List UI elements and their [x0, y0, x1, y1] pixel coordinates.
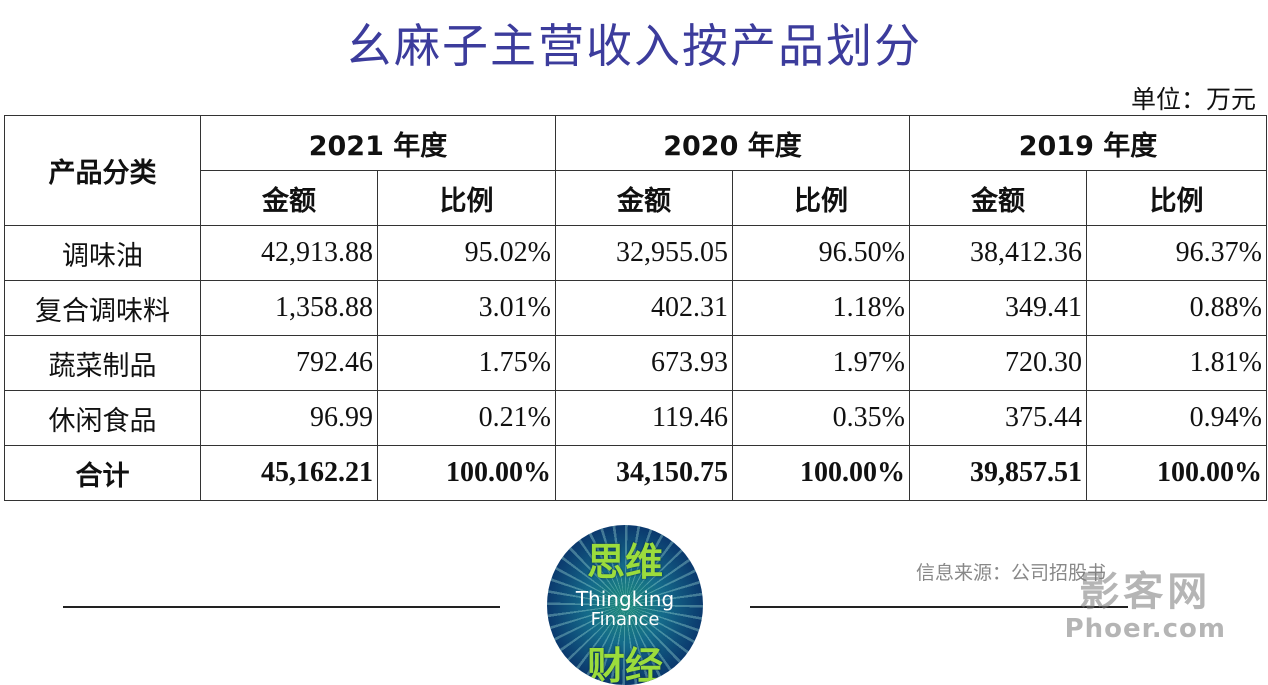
table-row: 复合调味料 1,358.88 3.01% 402.31 1.18% 349.41…	[4, 280, 1267, 336]
total-amount-cell: 39,857.51	[909, 445, 1087, 501]
total-row: 合计 45,162.21 100.00% 34,150.75 100.00% 3…	[4, 445, 1267, 501]
total-ratio-cell: 100.00%	[377, 445, 556, 501]
watermark-line1: 影客网	[1079, 569, 1212, 615]
ratio-cell: 1.18%	[732, 280, 910, 336]
ratio-cell: 0.35%	[732, 390, 910, 446]
ratio-cell: 96.50%	[732, 225, 910, 281]
total-amount-cell: 45,162.21	[200, 445, 378, 501]
amount-cell: 720.30	[909, 335, 1087, 391]
ratio-cell: 0.21%	[377, 390, 556, 446]
total-amount-cell: 34,150.75	[555, 445, 733, 501]
ratio-cell: 1.97%	[732, 335, 910, 391]
ratio-cell: 95.02%	[377, 225, 556, 281]
unit-label: 单位：万元	[1130, 85, 1256, 114]
amount-header: 金额	[200, 170, 378, 226]
year-header-2021: 2021 年度	[200, 115, 556, 171]
total-label: 合计	[4, 445, 201, 501]
year-value: 2020	[663, 130, 739, 162]
ratio-cell: 0.88%	[1086, 280, 1267, 336]
amount-cell: 375.44	[909, 390, 1087, 446]
thinking-finance-logo: 思维 Thingking Finance 财经	[547, 525, 703, 685]
year-header-2019: 2019 年度	[909, 115, 1267, 171]
table-row: 休闲食品 96.99 0.21% 119.46 0.35% 375.44 0.9…	[4, 390, 1267, 446]
ratio-cell: 1.75%	[377, 335, 556, 391]
category-header: 产品分类	[4, 115, 201, 226]
year-suffix: 年度	[393, 130, 448, 162]
year-value: 2021	[308, 130, 384, 162]
ratio-header: 比例	[732, 170, 910, 226]
amount-cell: 42,913.88	[200, 225, 378, 281]
amount-header: 金额	[555, 170, 733, 226]
amount-cell: 119.46	[555, 390, 733, 446]
category-cell: 调味油	[4, 225, 201, 281]
logo-text-en2: Finance	[590, 609, 660, 630]
ratio-header: 比例	[377, 170, 556, 226]
watermark: 影客网 Phoer.com	[1065, 570, 1226, 644]
watermark-line2: Phoer.com	[1064, 614, 1226, 644]
logo-rays	[547, 525, 703, 685]
logo-text-top: 思维	[586, 540, 663, 584]
total-ratio-cell: 100.00%	[1086, 445, 1267, 501]
year-suffix: 年度	[1103, 130, 1158, 162]
category-cell: 休闲食品	[4, 390, 201, 446]
amount-cell: 673.93	[555, 335, 733, 391]
amount-cell: 1,358.88	[200, 280, 378, 336]
amount-cell: 792.46	[200, 335, 378, 391]
amount-cell: 349.41	[909, 280, 1087, 336]
footer-divider-right	[750, 606, 1128, 608]
revenue-table: 产品分类 2021 年度 2020 年度 2019 年度 金额 比例 金额 比例…	[4, 115, 1267, 501]
logo-text-bottom: 财经	[586, 644, 663, 685]
ratio-cell: 0.94%	[1086, 390, 1267, 446]
category-cell: 蔬菜制品	[4, 335, 201, 391]
footer-divider-left	[63, 606, 500, 608]
page-title: 幺麻子主营收入按产品划分	[346, 19, 922, 73]
table-row: 蔬菜制品 792.46 1.75% 673.93 1.97% 720.30 1.…	[4, 335, 1267, 391]
ratio-cell: 96.37%	[1086, 225, 1267, 281]
total-ratio-cell: 100.00%	[732, 445, 910, 501]
year-header-2020: 2020 年度	[555, 115, 910, 171]
year-suffix: 年度	[747, 130, 802, 162]
year-header-row: 产品分类 2021 年度 2020 年度 2019 年度	[4, 115, 1267, 226]
amount-cell: 402.31	[555, 280, 733, 336]
ratio-header: 比例	[1086, 170, 1267, 226]
ratio-cell: 1.81%	[1086, 335, 1267, 391]
table-row: 调味油 42,913.88 95.02% 32,955.05 96.50% 38…	[4, 225, 1267, 281]
category-cell: 复合调味料	[4, 280, 201, 336]
amount-cell: 96.99	[200, 390, 378, 446]
amount-header: 金额	[909, 170, 1087, 226]
amount-cell: 32,955.05	[555, 225, 733, 281]
amount-cell: 38,412.36	[909, 225, 1087, 281]
year-value: 2019	[1018, 130, 1094, 162]
ratio-cell: 3.01%	[377, 280, 556, 336]
logo-text-en1: Thingking	[575, 587, 675, 611]
source-note: 信息来源：公司招股书	[916, 562, 1107, 584]
